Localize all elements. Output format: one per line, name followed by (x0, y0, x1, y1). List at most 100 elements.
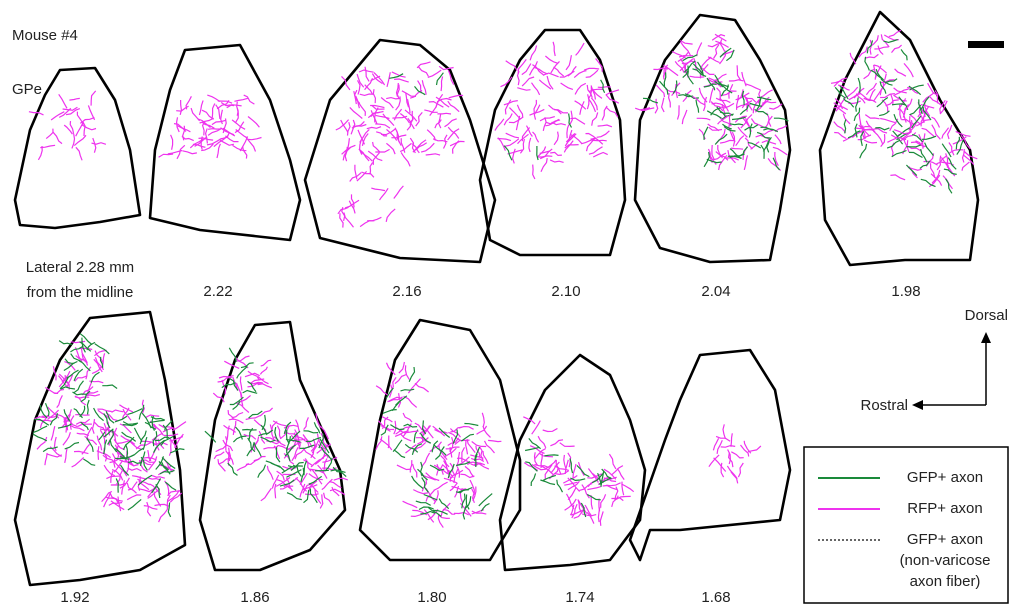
section: 2.22 (150, 45, 300, 300)
axon (570, 111, 572, 125)
mouse-title: Mouse #4 (12, 27, 78, 44)
section-outline (500, 355, 645, 570)
axon (360, 94, 374, 95)
axon (232, 120, 245, 129)
axon (271, 463, 285, 471)
axon (434, 482, 448, 490)
orientation: Dorsal Rostral (860, 307, 1008, 414)
axon (742, 72, 746, 86)
axon (881, 34, 889, 47)
axon (731, 433, 732, 447)
axon (730, 124, 743, 125)
axon (688, 71, 694, 85)
axon (413, 442, 426, 452)
axon (95, 344, 110, 354)
axon (147, 502, 151, 516)
section-outline (15, 312, 185, 585)
axon (223, 440, 233, 451)
axon (65, 449, 67, 463)
axon (360, 221, 374, 227)
section-sublabel: from the midline (27, 284, 134, 301)
axon (566, 55, 571, 70)
axon (87, 400, 89, 414)
axon (106, 476, 120, 479)
axon (228, 463, 238, 475)
axon (212, 104, 215, 118)
axon (535, 452, 538, 465)
axon (622, 484, 634, 492)
axon (550, 440, 563, 446)
axon (962, 162, 969, 171)
axon (93, 419, 95, 434)
axon (543, 429, 558, 432)
axon (232, 413, 243, 418)
section: 1.68 (630, 350, 790, 606)
axon (480, 447, 483, 461)
section-label: 1.86 (240, 589, 269, 606)
axon (714, 45, 719, 59)
axon (324, 493, 333, 505)
axon (925, 143, 934, 156)
axon (748, 143, 761, 149)
axon (240, 137, 248, 152)
axon (729, 80, 744, 81)
axon (159, 154, 174, 157)
axon (516, 116, 519, 130)
axon (88, 105, 94, 119)
axon (51, 426, 55, 440)
axon (554, 132, 558, 145)
axon (148, 478, 161, 480)
axon (834, 122, 846, 133)
axon (233, 436, 246, 442)
axon (579, 462, 585, 476)
axon (714, 458, 726, 472)
axon (912, 134, 923, 141)
axon (386, 209, 395, 222)
axon (860, 144, 867, 158)
axon (761, 145, 764, 159)
axon (403, 501, 418, 508)
axon (329, 482, 341, 488)
arrowhead (912, 400, 923, 410)
axon (139, 489, 153, 492)
axon (54, 390, 65, 394)
section: 1.92 (15, 312, 186, 606)
axon (258, 465, 266, 478)
axon (214, 452, 224, 459)
axon (416, 112, 423, 126)
axon (483, 451, 488, 464)
axon (260, 367, 267, 375)
axon (517, 88, 530, 91)
axon (865, 115, 879, 119)
axon (576, 43, 585, 55)
section-label: 1.80 (417, 589, 446, 606)
legend-label: RFP+ axon (907, 500, 982, 517)
axon (561, 83, 573, 89)
axon (261, 360, 272, 366)
axon (598, 87, 611, 88)
axon (593, 153, 608, 158)
axon (587, 486, 601, 489)
axon (65, 443, 79, 449)
axon (509, 117, 523, 123)
axon (720, 140, 734, 143)
axon (422, 80, 426, 94)
axon (57, 395, 63, 407)
axon (533, 132, 539, 142)
axon (760, 130, 773, 134)
axon (544, 73, 559, 77)
axon (143, 437, 147, 450)
axon (79, 348, 92, 349)
axon (267, 466, 273, 480)
axon (367, 127, 381, 129)
axon (532, 65, 544, 76)
section-outline (630, 350, 790, 560)
axon (540, 480, 555, 485)
axon (906, 165, 916, 176)
axon (217, 144, 220, 158)
axon (550, 152, 562, 155)
axon (397, 465, 411, 469)
axon (74, 135, 86, 145)
axon (359, 149, 369, 161)
axon (401, 434, 412, 441)
